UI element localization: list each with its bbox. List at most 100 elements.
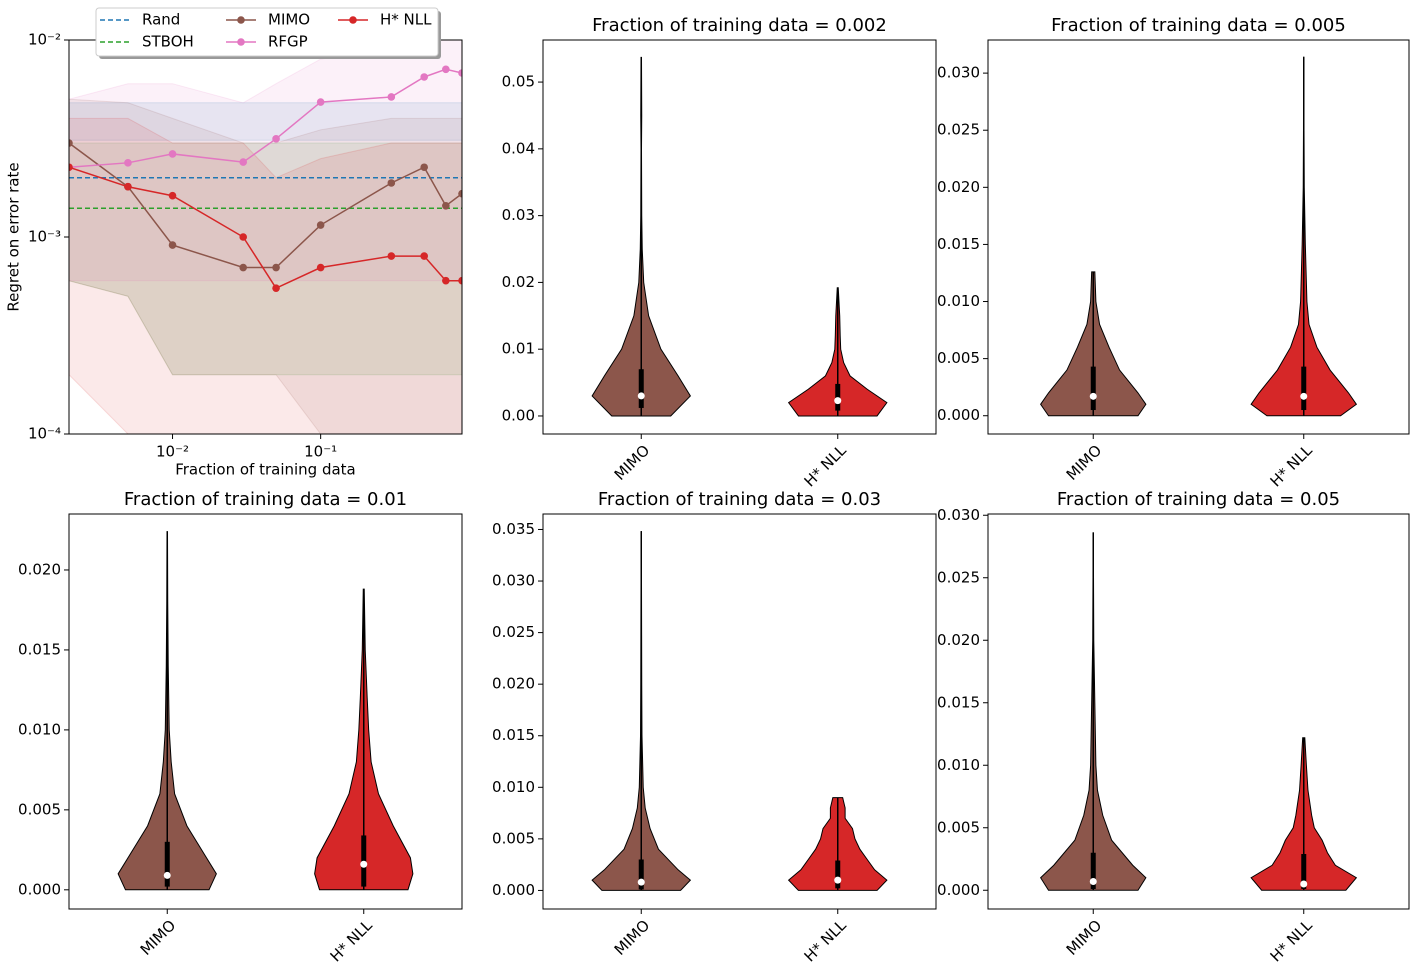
y-tick-label: 0.015 — [492, 726, 535, 744]
y-tick-label: 0.020 — [937, 631, 980, 649]
point — [168, 150, 177, 158]
axes-frame — [542, 513, 937, 910]
y-tick-label: 0.000 — [492, 881, 535, 899]
y-tick-label: 0.01 — [502, 340, 535, 358]
point — [387, 93, 396, 101]
series-line — [69, 166, 462, 290]
y-tick-label: 0.020 — [937, 178, 980, 196]
violin-median — [163, 871, 171, 879]
y-tick-label: 0.005 — [937, 818, 980, 836]
chart-title: Fraction of training data = 0.002 — [592, 15, 887, 36]
y-tick-label: 0.020 — [18, 560, 61, 578]
y-tick-label: 0.000 — [937, 406, 980, 424]
point — [316, 98, 325, 106]
x-tick-label: MIMO — [1063, 916, 1106, 959]
violin-median — [834, 397, 842, 405]
point — [387, 252, 396, 260]
legend-marker — [237, 16, 245, 24]
y-tick-label: 0.025 — [937, 121, 980, 139]
series-line — [69, 68, 462, 168]
violin-median — [1300, 392, 1308, 400]
y-tick-label: 0.005 — [18, 800, 61, 818]
x-tick-label: H* NLL — [801, 441, 851, 491]
confidence-band — [69, 142, 462, 376]
point — [239, 158, 248, 166]
chart-title: Fraction of training data = 0.03 — [598, 489, 881, 510]
axes-frame — [68, 513, 463, 910]
y-tick-label: 0.015 — [937, 235, 980, 253]
point — [272, 263, 280, 272]
point — [69, 139, 73, 147]
violin-iqr — [1301, 854, 1307, 889]
x-tick-label: MIMO — [611, 916, 654, 959]
legend: Rand STBOH MIMO RFGP H* NLL — [95, 7, 441, 59]
violin-median — [360, 860, 368, 868]
y-tick-label: 0.025 — [492, 623, 535, 641]
x-tick-label: H* NLL — [1267, 441, 1317, 491]
violin-iqr — [638, 859, 644, 890]
confidence-band — [69, 98, 462, 434]
y-tick-label: 0.030 — [937, 506, 980, 524]
y-tick-label: 0.005 — [937, 349, 980, 367]
violin-iqr — [1090, 366, 1096, 411]
point — [124, 159, 132, 167]
chart-title: Fraction of training data = 0.01 — [124, 489, 407, 510]
series-line — [69, 142, 462, 269]
violin-iqr — [1090, 852, 1096, 889]
violin-median — [834, 876, 842, 884]
point — [124, 182, 132, 191]
y-tick-label: 10⁻² — [28, 31, 61, 49]
point — [239, 233, 248, 241]
y-tick-label: 0.000 — [18, 880, 61, 898]
violin-median — [637, 878, 645, 886]
y-tick-label: 0.015 — [937, 693, 980, 711]
y-axis-label: Regret on error rate — [5, 162, 23, 311]
axes-frame — [987, 39, 1410, 435]
y-tick-label: 0.05 — [502, 73, 535, 91]
x-tick-label: 10⁻² — [156, 443, 189, 461]
x-axis-label: Fraction of training data — [175, 461, 356, 479]
y-tick-label: 0.03 — [502, 206, 535, 224]
confidence-band — [69, 102, 462, 141]
y-tick-label: 0.010 — [492, 778, 535, 796]
violin-iqr — [164, 841, 170, 887]
y-tick-label: 10⁻⁴ — [28, 425, 61, 443]
point — [272, 284, 280, 292]
y-tick-label: 0.010 — [18, 720, 61, 738]
y-tick-label: 0.035 — [492, 520, 535, 538]
point — [420, 163, 428, 172]
point — [442, 65, 450, 74]
x-tick-label: H* NLL — [327, 916, 377, 966]
violin-median — [1089, 392, 1097, 400]
violin-iqr — [835, 860, 841, 889]
y-tick-label: 0.020 — [492, 675, 535, 693]
y-tick-label: 0.010 — [937, 292, 980, 310]
confidence-band — [69, 40, 462, 282]
axes-frame — [542, 39, 937, 435]
violin-iqr — [638, 369, 644, 408]
y-tick-label: 0.00 — [502, 406, 535, 424]
violin-median — [1089, 878, 1097, 885]
point — [420, 73, 428, 81]
point — [420, 252, 428, 260]
x-tick-label: MIMO — [1063, 441, 1106, 484]
point — [458, 189, 462, 198]
y-tick-label: 0.030 — [937, 64, 980, 82]
legend-label: MIMO — [268, 11, 310, 29]
y-tick-label: 0.030 — [492, 572, 535, 590]
point — [69, 163, 73, 172]
legend-label: RFGP — [268, 33, 308, 51]
y-tick-label: 0.005 — [492, 829, 535, 847]
point — [458, 69, 462, 77]
chart-title: Fraction of training data = 0.005 — [1051, 15, 1346, 36]
y-tick-label: 0.000 — [937, 881, 980, 899]
point — [316, 221, 325, 229]
y-tick-label: 0.015 — [18, 640, 61, 658]
legend-marker — [237, 38, 245, 46]
point — [272, 135, 280, 143]
point — [442, 202, 450, 210]
y-tick-label: 0.04 — [502, 139, 535, 157]
x-tick-label: MIMO — [611, 441, 654, 484]
